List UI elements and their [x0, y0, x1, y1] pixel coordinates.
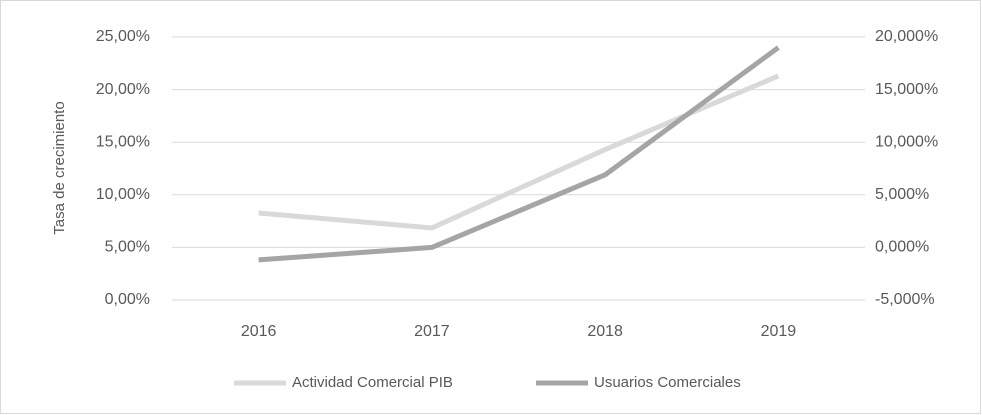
x-tick-label: 2019 [761, 323, 797, 340]
x-tick-label: 2017 [414, 323, 450, 340]
x-tick-label: 2018 [587, 323, 623, 340]
y2-tick-label: 10,000% [875, 133, 938, 150]
legend-label: Actividad Comercial PIB [292, 374, 453, 391]
y-tick-label: 10,00% [96, 186, 150, 203]
y-tick-label: 5,00% [105, 239, 150, 256]
y2-tick-label: 0,000% [875, 239, 929, 256]
legend-label: Usuarios Comerciales [594, 374, 741, 391]
y2-tick-label: 5,000% [875, 186, 929, 203]
y-tick-label: 15,00% [96, 133, 150, 150]
y2-tick-label: 20,000% [875, 28, 938, 45]
series-line [258, 45, 780, 263]
y-tick-label: 20,00% [96, 81, 150, 98]
x-tick-label: 2016 [241, 323, 277, 340]
y-tick-label: 25,00% [96, 28, 150, 45]
y-axis-title: Tasa de crecimiento [51, 101, 68, 234]
y2-tick-label: 15,000% [875, 81, 938, 98]
y-tick-label: 0,00% [105, 291, 150, 308]
y2-tick-label: -5,000% [875, 291, 935, 308]
